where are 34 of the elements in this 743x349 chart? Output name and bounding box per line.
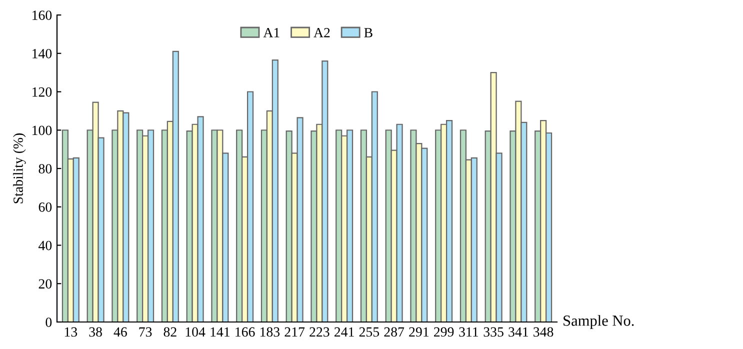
x-axis-title: Sample No. — [564, 315, 634, 329]
y-tick-label: 140 — [32, 48, 52, 58]
x-tick-label: 223 — [310, 327, 330, 337]
x-tick-label: 241 — [334, 327, 354, 336]
x-tick-label: 335 — [484, 327, 504, 337]
x-tick-label: 38 — [89, 327, 102, 337]
x-tick-label: 287 — [384, 327, 404, 337]
x-tick-label: 166 — [236, 327, 255, 337]
x-tick-label: 291 — [409, 327, 429, 337]
y-tick-label: 160 — [32, 10, 52, 20]
x-tick-label: 46 — [114, 327, 127, 337]
x-tick-label: 311 — [459, 327, 478, 337]
x-tick-label: 341 — [508, 327, 528, 337]
y-axis-title: Stability (%) — [13, 133, 26, 204]
y-tick-label: 0 — [46, 318, 52, 327]
x-tick-label: 183 — [260, 327, 280, 337]
x-tick-label: 13 — [64, 327, 78, 337]
legend-label: B — [364, 28, 372, 38]
x-tick-label: 348 — [534, 327, 554, 337]
legend-label: A2 — [314, 28, 330, 38]
y-tick-label: 120 — [32, 87, 52, 97]
y-tick-label: 60 — [38, 202, 52, 212]
legend-label: A1 — [263, 28, 280, 38]
y-tick-label: 100 — [32, 126, 52, 136]
x-tick-label: 299 — [434, 327, 454, 337]
y-tick-label: 40 — [38, 240, 52, 250]
x-tick-label: 255 — [359, 327, 380, 337]
x-tick-label: 141 — [210, 327, 230, 336]
x-tick-label: 104 — [186, 327, 206, 337]
y-tick-label: 20 — [38, 279, 52, 289]
x-tick-label: 82 — [164, 327, 176, 337]
y-tick-label: 80 — [38, 164, 52, 174]
x-tick-label: 217 — [284, 327, 305, 336]
x-tick-label: 73 — [139, 327, 152, 337]
